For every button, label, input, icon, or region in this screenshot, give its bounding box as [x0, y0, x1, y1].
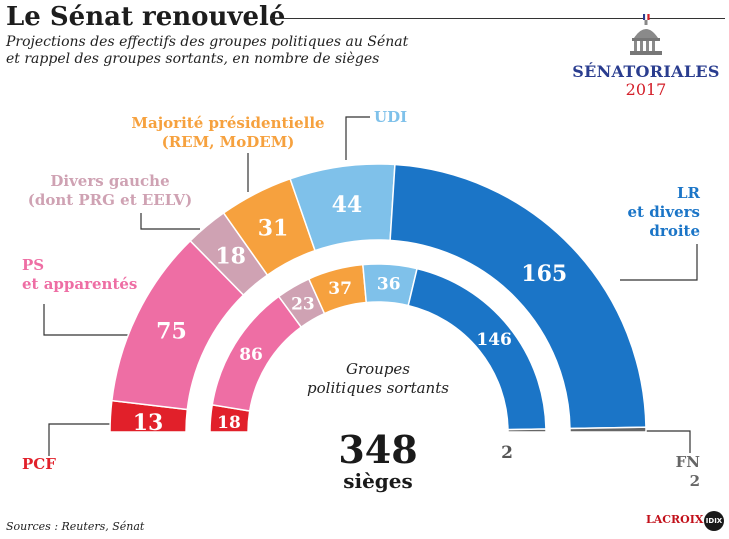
total-seats: 348 sièges	[318, 427, 438, 493]
label-udi-text: UDI	[374, 108, 408, 126]
title-rule	[270, 18, 725, 19]
brand-logo: LACROIX	[646, 513, 704, 526]
inner-ring-caption: Groupes politiques sortants	[268, 360, 488, 398]
inner-value-label-0: 18	[217, 413, 241, 433]
brand-badge: IDIX	[704, 511, 724, 531]
label-lr: LR et divers droite	[600, 184, 701, 241]
senate-dome-icon	[630, 13, 662, 55]
leader-fn	[645, 430, 691, 453]
inner-ring	[209, 263, 547, 433]
inner-value-label-3: 37	[328, 279, 352, 299]
outer-value-label-4: 44	[332, 192, 363, 218]
value-labels: 13 75 18 31 44 165 18 86 23 37 36 146 2	[133, 192, 568, 463]
label-majorite-line2: (REM, MoDEM)	[161, 133, 295, 151]
logo-year: 2017	[625, 80, 667, 99]
outer-segment-5	[389, 163, 647, 430]
label-divers-gauche-line1: Divers gauche	[50, 172, 170, 190]
leader-pcf	[48, 423, 113, 456]
outer-ring	[109, 163, 647, 433]
outer-value-label-5: 165	[521, 261, 567, 287]
total-seats-value: 348	[338, 427, 418, 472]
outer-value-label-0: 13	[133, 410, 164, 436]
label-ps-line2: et apparentés	[22, 275, 138, 293]
label-lr-line1: LR	[676, 184, 700, 202]
label-divers-gauche: Divers gauche (dont PRG et EELV)	[26, 172, 194, 210]
outer-value-label-2: 18	[215, 243, 246, 269]
leader-divers-gauche	[140, 213, 200, 230]
label-majorite-line1: Majorité présidentielle	[131, 114, 325, 132]
subtitle-line-1: Projections des effectifs des groupes po…	[6, 34, 409, 50]
leader-lr	[620, 244, 698, 281]
logo-text: SÉNATORIALES	[572, 62, 720, 81]
senatoriales-logo: SÉNATORIALES 2017	[568, 13, 724, 99]
label-pcf-text: PCF	[22, 455, 56, 473]
source-note: Sources : Reuters, Sénat	[6, 520, 145, 533]
label-fn-line2: 2	[689, 472, 700, 490]
inner-value-label-6: 2	[501, 443, 513, 463]
label-pcf: PCF	[22, 455, 56, 474]
label-majorite: Majorité présidentielle (REM, MoDEM)	[110, 114, 346, 152]
inner-ring-caption-line2: politiques sortants	[307, 379, 449, 397]
inner-segment-6	[507, 428, 547, 433]
leader-ps	[43, 304, 138, 336]
subtitle-line-2: et rappel des groupes sortants, en nombr…	[6, 51, 380, 67]
inner-value-label-5: 146	[476, 330, 512, 350]
subtitle: Projections des effectifs des groupes po…	[6, 34, 446, 68]
outer-value-label-3: 31	[258, 215, 289, 241]
leader-lines	[43, 116, 698, 456]
label-ps-line1: PS	[22, 256, 45, 274]
outer-segment-6	[569, 426, 647, 433]
label-lr-line2: et divers	[627, 203, 701, 221]
outer-value-label-1: 75	[156, 319, 187, 345]
label-lr-line3: droite	[649, 222, 700, 240]
page-title: Le Sénat renouvelé	[6, 2, 286, 32]
label-divers-gauche-line2: (dont PRG et EELV)	[27, 191, 193, 209]
label-ps: PS et apparentés	[22, 256, 137, 294]
label-fn: FN 2	[660, 453, 700, 491]
inner-ring-caption-line1: Groupes	[345, 360, 411, 378]
inner-value-label-4: 36	[377, 275, 401, 295]
inner-value-label-1: 86	[239, 345, 263, 365]
label-fn-line1: FN	[675, 453, 700, 471]
label-udi: UDI	[374, 108, 407, 127]
leader-udi	[345, 116, 370, 160]
inner-value-label-2: 23	[291, 294, 315, 314]
total-seats-unit: sièges	[343, 469, 413, 493]
